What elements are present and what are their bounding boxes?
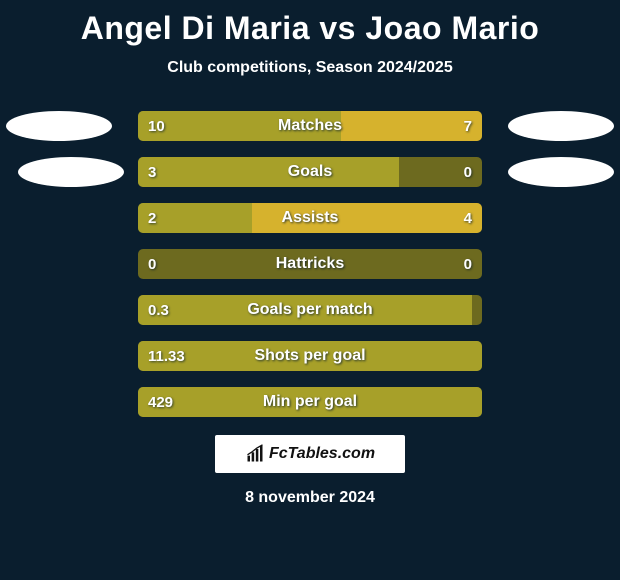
subtitle: Club competitions, Season 2024/2025 [0, 59, 620, 77]
player2-avatar-top [508, 111, 614, 141]
player1-bar [138, 341, 482, 371]
player1-bar [138, 157, 399, 187]
player1-avatar-top [6, 111, 112, 141]
player1-bar [138, 203, 252, 233]
stat-row: 24Assists [138, 203, 482, 233]
stat-rows: 107Matches 30Goals 24Assists 00Hattricks 0.3… [138, 111, 482, 417]
logo-text: FcTables.com [269, 445, 375, 463]
stat-row: 30Goals [138, 157, 482, 187]
player1-avatar-second [18, 157, 124, 187]
comparison-chart: 107Matches 30Goals 24Assists 00Hattricks 0.3… [0, 111, 620, 417]
player1-bar [138, 387, 482, 417]
row-track [138, 249, 482, 279]
player1-bar [138, 295, 472, 325]
stat-row: 00Hattricks [138, 249, 482, 279]
page-title: Angel Di Maria vs Joao Mario [0, 0, 620, 47]
player2-avatar-second [508, 157, 614, 187]
player2-bar [341, 111, 482, 141]
chart-icon [245, 444, 265, 464]
stat-row: 11.33Shots per goal [138, 341, 482, 371]
date-label: 8 november 2024 [0, 489, 620, 507]
stat-row: 107Matches [138, 111, 482, 141]
player2-bar [252, 203, 482, 233]
fctables-logo: FcTables.com [215, 435, 405, 473]
stat-row: 429Min per goal [138, 387, 482, 417]
stat-row: 0.3Goals per match [138, 295, 482, 325]
player1-bar [138, 111, 341, 141]
